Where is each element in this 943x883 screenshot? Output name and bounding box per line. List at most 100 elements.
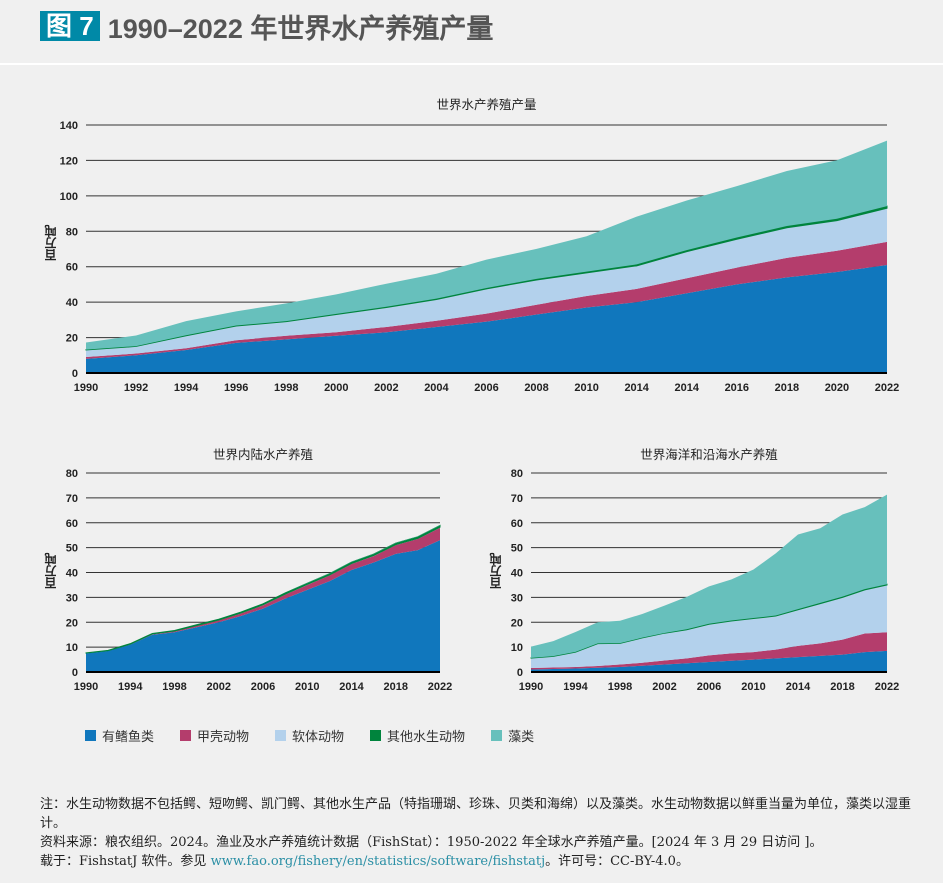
x-tick-label: 1994 [118,681,143,693]
y-tick-label: 80 [511,468,523,480]
x-tick-label: 2016 [725,382,749,394]
area-molluscs [531,584,887,669]
legend-swatch [275,730,287,741]
x-tick-label: 2010 [295,681,319,693]
x-tick-label: 2018 [775,382,799,394]
x-tick-label: 2022 [875,382,899,394]
y-tick-label: 40 [66,568,78,580]
y-tick-label: 0 [72,667,78,679]
y-tick-label: 0 [517,667,523,679]
chart-2: 0 10 20 30 40 50 60 70 80 1990 1994 1998 2002 2006 201… [511,468,899,693]
x-tick-label: 2002 [374,382,398,394]
y-tick-label: 50 [511,543,523,555]
area-other-aquatic-animals [85,205,888,351]
source-prefix: 载于：FishstatJ 软件。参见 [40,854,211,869]
chart-title-inland: 世界内陆水产养殖 [212,447,313,462]
source-text: 资料来源：粮农组织。2024。渔业及水产养殖统计数据（FishStat）：195… [40,835,823,850]
y-tick-label: 120 [60,155,78,167]
legend-label: 有鳍鱼类 [102,730,155,745]
figure-label: 图 7 [40,11,100,41]
x-tick-label: 1990 [74,382,98,394]
figure-title: 1990–2022 年世界水产养殖产量 [107,13,494,44]
legend-item-other-aquatic-animals: 其他水生动物 [370,726,465,745]
legend-label: 甲壳动物 [197,730,250,745]
source-text-2: 载于：FishstatJ 软件。参见 www.fao.org/fishery/e… [40,852,920,871]
x-tick-label: 2004 [424,382,449,394]
area-algae [86,140,887,350]
y-tick-label: 60 [66,518,78,530]
chart-title-marine: 世界海洋和沿海水产养殖 [640,447,778,462]
chart-1: 0 10 20 30 40 50 60 70 80 1990 1994 1998 2002 2006 201… [66,468,452,693]
y-tick-label: 80 [66,468,78,480]
y-tick-label: 70 [511,493,523,505]
x-tick-label: 1990 [74,681,98,693]
y-tick-label: 50 [66,543,78,555]
y-tick-label: 60 [511,518,523,530]
y-tick-label: 30 [66,592,78,604]
area-algae [531,494,887,658]
x-tick-label: 1998 [274,382,298,394]
chart-0: 0 20 40 60 80 100 120 140 1990 1992 1994 1996 1998 20… [60,120,900,394]
area-molluscs [86,208,887,358]
legend-item-molluscs: 软体动物 [275,726,344,745]
y-tick-label: 140 [60,120,78,132]
header-divider [0,63,943,65]
x-tick-label: 2000 [324,382,348,394]
source-suffix: 。许可号：CC-BY-4.0。 [545,854,689,869]
area-finfish [531,650,887,672]
x-tick-label: 2008 [524,382,548,394]
fishstatj-link[interactable]: www.fao.org/fishery/en/statistics/softwa… [210,854,546,869]
legend-label: 软体动物 [292,730,345,745]
note-text: 注：水生动物数据不包括鳄、短吻鳄、凯门鳄、其他水生产品（特指珊瑚、珍珠、贝类和海… [40,797,912,831]
y-tick-label: 100 [60,191,78,203]
chart-title-world: 世界水产养殖产量 [436,97,537,112]
x-tick-label: 2014 [786,681,811,693]
x-tick-label: 2022 [875,681,899,693]
y-tick-label: 0 [72,368,78,380]
legend-swatch [85,730,96,741]
y-tick-label: 40 [511,568,523,580]
area-finfish [86,540,440,672]
legend-swatch [370,730,382,741]
x-tick-label: 1998 [162,681,186,693]
x-tick-label: 2010 [741,681,765,693]
legend-item-crustaceans: 甲壳动物 [180,726,249,745]
x-tick-label: 1992 [124,382,148,394]
x-tick-label: 2006 [697,681,721,693]
legend-item-finfish: 有鳍鱼类 [85,726,154,745]
area-finfish [86,264,887,373]
x-tick-label: 1994 [563,681,588,693]
x-tick-label: 2020 [825,382,849,394]
x-tick-label: 2006 [474,382,498,394]
legend-label: 藻类 [508,730,535,745]
y-tick-label: 20 [66,617,78,629]
y-tick-label: 70 [66,493,78,505]
x-tick-label: 1996 [224,382,248,394]
x-tick-label: 2022 [428,681,452,693]
x-tick-label: 2014 [675,382,700,394]
area-other-aquatic-animals [85,524,441,654]
legend-swatch [180,730,192,741]
x-tick-label: 2014 [624,382,649,394]
legend: 有鳍鱼类 甲壳动物 软体动物 其他水生动物 藻类 [85,726,534,745]
y-tick-label: 20 [511,617,523,629]
figure-header: 图 7 1990–2022 年世界水产养殖产量 [40,10,493,44]
y-tick-label: 10 [511,642,523,654]
legend-label: 其他水生动物 [387,730,466,745]
legend-item-algae: 藻类 [491,726,534,745]
x-tick-label: 2018 [830,681,854,693]
x-tick-label: 2014 [339,681,364,693]
y-tick-label: 40 [66,297,78,309]
y-tick-label: 60 [66,262,78,274]
x-tick-label: 1990 [519,681,543,693]
x-tick-label: 1994 [174,382,199,394]
x-tick-label: 2010 [574,382,598,394]
footnotes: 注：水生动物数据不包括鳄、短吻鳄、凯门鳄、其他水生产品（特指珊瑚、珍珠、贝类和海… [40,795,920,871]
x-tick-label: 2018 [384,681,408,693]
y-tick-label: 80 [66,226,78,238]
y-tick-label: 20 [66,333,78,345]
x-tick-label: 2006 [251,681,275,693]
area-crustaceans [531,632,887,670]
y-tick-label: 10 [66,642,78,654]
